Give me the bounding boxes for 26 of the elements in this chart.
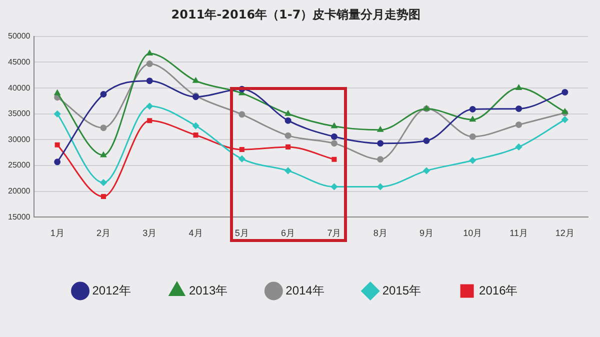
y-tick-label: 30000 bbox=[8, 134, 31, 144]
legend-label: 2015年 bbox=[382, 283, 422, 298]
x-tick-label: 9月 bbox=[419, 228, 434, 238]
x-tick-label: 11月 bbox=[510, 228, 528, 238]
x-tick-label: 10月 bbox=[463, 228, 482, 238]
x-tick-label: 6月 bbox=[281, 228, 296, 238]
y-tick-label: 25000 bbox=[8, 160, 31, 170]
x-tick-label: 12月 bbox=[555, 228, 574, 238]
x-tick-label: 2月 bbox=[96, 228, 110, 238]
y-tick-label: 15000 bbox=[8, 212, 31, 222]
y-tick-label: 40000 bbox=[8, 83, 31, 92]
chart-title: 2011年-2016年（1-7）皮卡销量分月走势图 bbox=[171, 7, 421, 22]
y-tick-label: 45000 bbox=[8, 57, 31, 66]
x-tick-label: 4月 bbox=[188, 228, 203, 238]
y-tick-label: 50000 bbox=[8, 32, 31, 41]
legend-label: 2013年 bbox=[188, 283, 228, 298]
x-tick-label: 7月 bbox=[327, 228, 342, 238]
legend-label: 2012年 bbox=[92, 283, 131, 298]
x-tick-label: 5月 bbox=[234, 228, 249, 238]
x-tick-label: 8月 bbox=[373, 228, 388, 238]
y-tick-label: 20000 bbox=[8, 186, 31, 196]
x-tick-label: 1月 bbox=[50, 228, 64, 238]
y-tick-label: 35000 bbox=[8, 109, 31, 118]
legend-label: 2014年 bbox=[286, 283, 324, 298]
legend-label: 2016年 bbox=[479, 283, 518, 298]
x-tick-label: 3月 bbox=[142, 228, 157, 238]
